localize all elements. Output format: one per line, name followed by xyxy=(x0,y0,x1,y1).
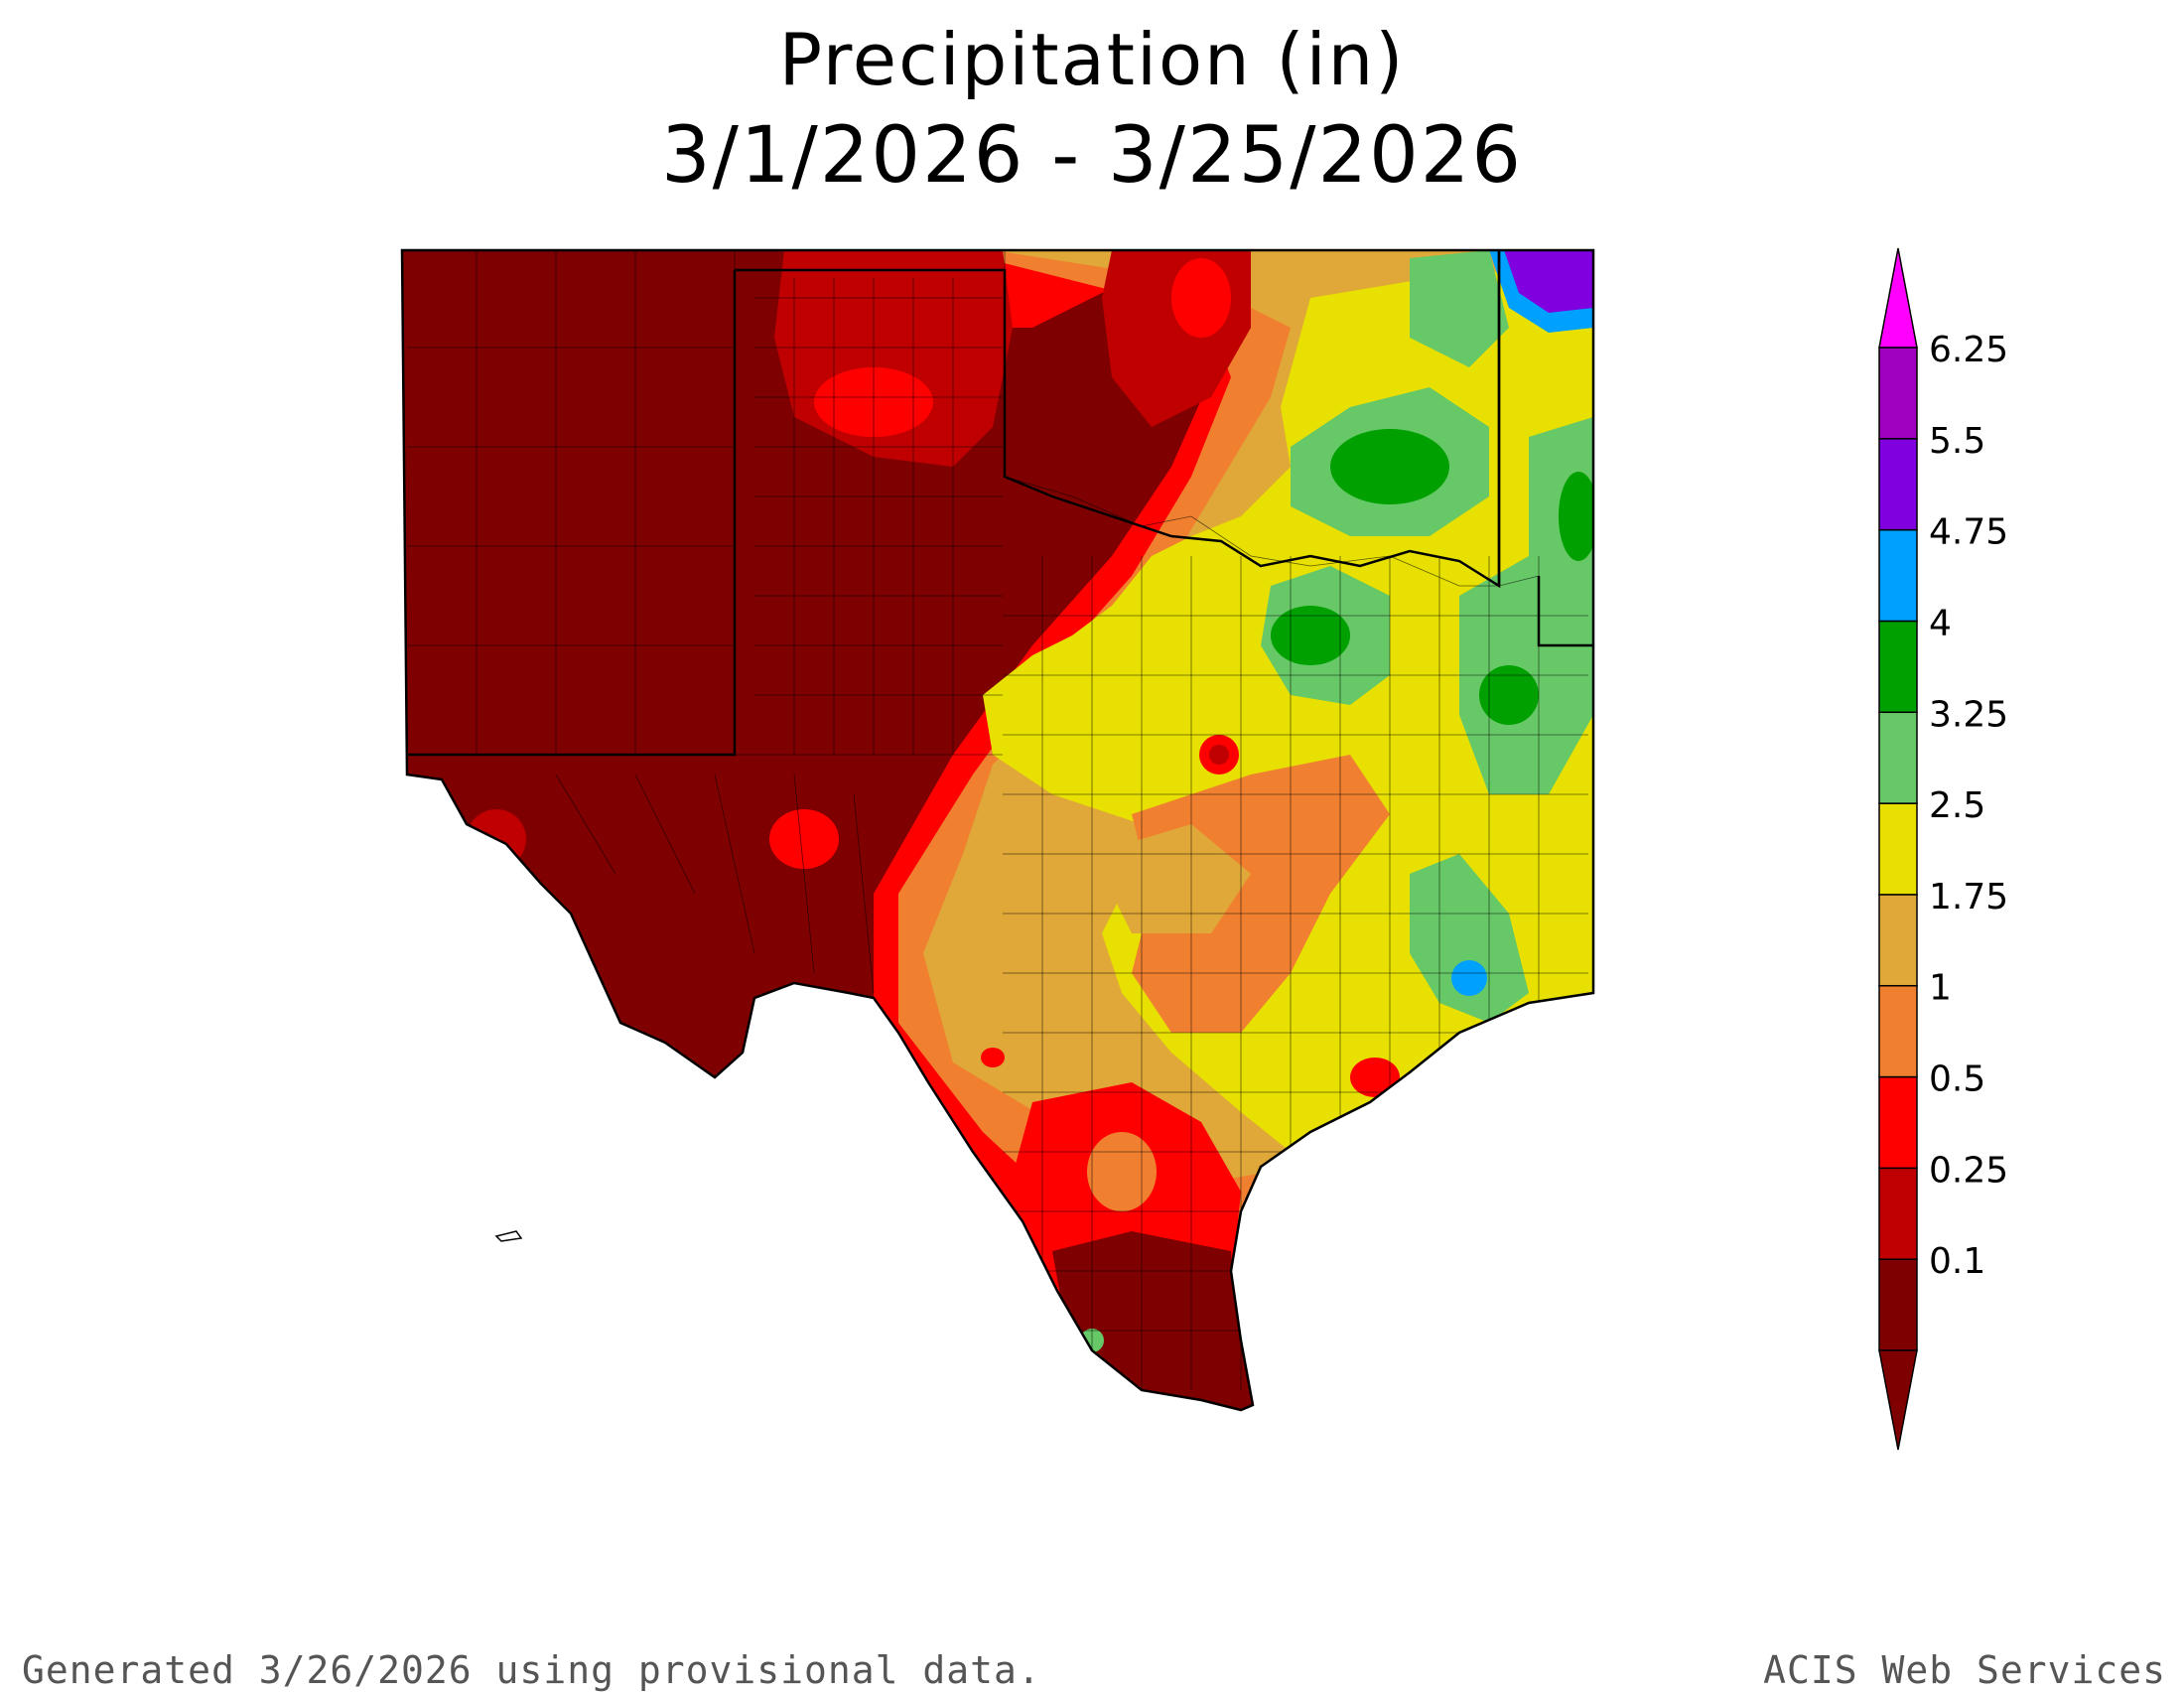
island-outline xyxy=(494,1230,523,1242)
footer-source: ACIS Web Services xyxy=(1763,1648,2166,1692)
legend-swatch xyxy=(1878,347,1918,440)
legend-under-arrow xyxy=(1878,1349,1918,1451)
legend-label: 2.5 xyxy=(1929,785,1985,826)
legend-label: 0.25 xyxy=(1929,1150,2008,1191)
legend-label: 0.1 xyxy=(1929,1241,1985,1282)
state-borders xyxy=(400,248,1595,1412)
legend-swatch xyxy=(1878,1167,1918,1260)
legend-swatch xyxy=(1878,802,1918,896)
legend-swatch xyxy=(1878,1258,1918,1351)
legend-swatch xyxy=(1878,1075,1918,1170)
precip-fill-layer xyxy=(402,250,1593,1410)
legend-over-arrow xyxy=(1878,247,1918,349)
map-title: Precipitation (in) xyxy=(778,18,1406,101)
legend-label: 6.25 xyxy=(1929,330,2008,370)
legend-swatch xyxy=(1878,620,1918,714)
footer-generated-note: Generated 3/26/2026 using provisional da… xyxy=(22,1648,1041,1692)
legend-label: 3.25 xyxy=(1929,694,2008,735)
legend-swatch xyxy=(1878,894,1918,987)
legend-swatch xyxy=(1878,984,1918,1078)
legend-label: 1 xyxy=(1929,968,1952,1009)
legend-label: 4.75 xyxy=(1929,512,2008,553)
legend-label: 0.5 xyxy=(1929,1059,1985,1100)
legend-label: 4 xyxy=(1929,603,1952,643)
legend-swatch xyxy=(1878,711,1918,804)
legend-swatch xyxy=(1878,528,1918,623)
map-date-range: 3/1/2026 - 3/25/2026 xyxy=(661,111,1523,201)
legend-label: 1.75 xyxy=(1929,877,2008,917)
legend-swatch xyxy=(1878,438,1918,531)
legend-label: 5.5 xyxy=(1929,421,1985,462)
